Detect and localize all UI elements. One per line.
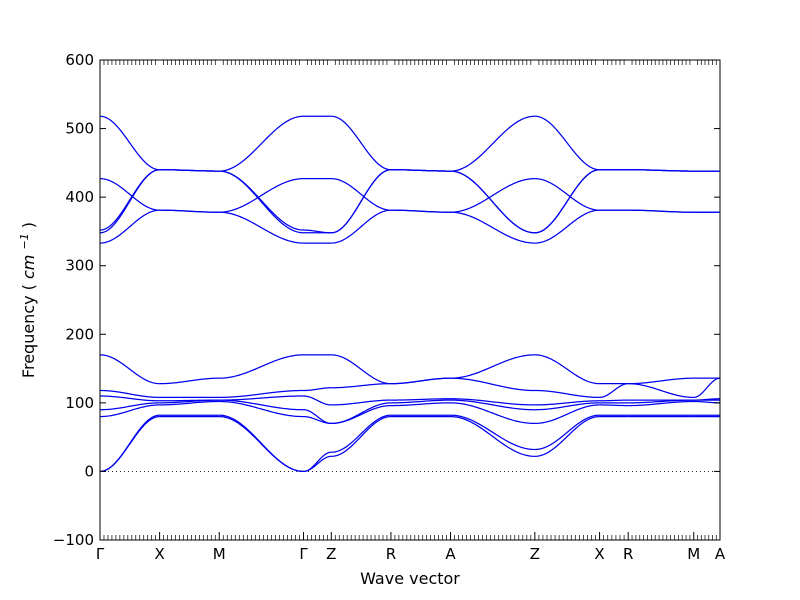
y-tick-label: 400: [65, 188, 94, 206]
band-12-segment-6: [391, 170, 451, 171]
y-tick-label: 600: [65, 51, 94, 69]
band-11-segment-6: [391, 210, 451, 212]
band-1-segment-4: [304, 456, 332, 471]
x-tick-label-X: X: [594, 545, 604, 563]
band-7-segment-2: [160, 378, 220, 383]
y-axis-label: Frequency ( cm −1 ): [18, 222, 39, 378]
x-axis-label: Wave vector: [360, 569, 460, 588]
band-8-segment-7: [451, 212, 535, 243]
x-tick-label-X: X: [154, 545, 164, 563]
x-tick-label-Z: Z: [326, 545, 336, 563]
y-tick-label: 200: [65, 325, 94, 343]
y-tick-label: 500: [65, 120, 94, 138]
band-11-segment-10: [628, 210, 694, 212]
band-3-segment-7: [451, 403, 535, 424]
band-12-segment-8: [535, 116, 600, 169]
band-10-segment-8: [535, 170, 600, 233]
x-tick-label-A: A: [445, 545, 456, 563]
band-6-segment-7: [451, 378, 535, 390]
x-tick-label-R: R: [386, 545, 396, 563]
band-2-segment-3: [219, 415, 303, 471]
band-8-segment-5: [331, 210, 391, 243]
band-3-segment-9: [600, 405, 629, 406]
x-tick-label-Γ: Γ: [96, 545, 105, 563]
x-tick-label-Z: Z: [530, 545, 540, 563]
band-2-segment-5: [331, 415, 391, 452]
band-11-segment-7: [451, 179, 535, 213]
band-12-segment-2: [160, 170, 220, 171]
band-12-segment-5: [331, 116, 391, 169]
x-tick-label-M: M: [687, 545, 700, 563]
band-5-segment-2: [160, 400, 220, 401]
band-curves: [100, 116, 720, 471]
band-7-segment-3: [219, 355, 303, 378]
y-tick-label: 0: [84, 462, 94, 480]
band-6-segment-5: [331, 384, 391, 388]
band-5-segment-4: [304, 396, 332, 405]
band-12-segment-10: [628, 170, 694, 171]
band-5-segment-9: [600, 400, 629, 401]
band-10-segment-5: [331, 170, 391, 233]
band-10-segment-1: [100, 170, 160, 230]
band-11-segment-1: [100, 179, 160, 211]
band-4-segment-3: [219, 400, 303, 410]
band-12-segment-3: [219, 116, 303, 171]
band-6-segment-10: [628, 384, 694, 398]
x-tick-label-Γ: Γ: [299, 545, 308, 563]
band-11-segment-3: [219, 179, 303, 213]
y-axis-label-unit: cm: [19, 255, 38, 279]
band-12-segment-1: [100, 116, 160, 169]
x-tick-label-A: A: [715, 545, 726, 563]
y-axis-label-close-paren: ): [19, 222, 38, 228]
y-axis-label-main: Frequency: [19, 295, 38, 378]
band-7-segment-7: [451, 355, 535, 378]
band-3-segment-8: [535, 405, 600, 424]
band-8-segment-3: [219, 212, 303, 243]
band-2-segment-7: [451, 415, 535, 449]
band-2-segment-1: [100, 415, 160, 471]
band-11-segment-2: [160, 210, 220, 212]
y-axis-label-open-paren: (: [19, 284, 38, 290]
band-7-segment-6: [391, 378, 451, 383]
band-6-segment-8: [535, 391, 600, 398]
band-7-segment-5: [331, 355, 391, 384]
band-4-segment-1: [100, 403, 160, 410]
band-12-segment-7: [451, 116, 535, 171]
band-3-segment-5: [331, 406, 391, 424]
y-tick-labels: −100 0 100 200 300 400 500 600: [53, 51, 94, 549]
y-tick-label: 300: [65, 257, 94, 275]
y-axis-label-exponent: −1: [18, 233, 31, 249]
x-tick-label-M: M: [213, 545, 226, 563]
band-7-segment-1: [100, 355, 160, 384]
band-2-segment-4: [304, 452, 332, 471]
plot-area-frame: [100, 60, 720, 540]
band-7-segment-10: [628, 378, 694, 383]
band-2-segment-8: [535, 415, 600, 449]
band-6-segment-4: [304, 388, 332, 391]
band-8-segment-8: [535, 210, 600, 243]
band-11-segment-5: [331, 179, 391, 211]
band-11-segment-8: [535, 179, 600, 211]
band-7-segment-8: [535, 355, 600, 384]
y-tick-label: 100: [65, 394, 94, 412]
axis-ticks: [100, 60, 720, 540]
band-6-segment-11: [694, 378, 720, 397]
band-9-segment-1: [100, 170, 160, 233]
band-6-segment-9: [600, 384, 629, 398]
y-tick-label: −100: [53, 531, 94, 549]
x-tick-label-R: R: [623, 545, 633, 563]
